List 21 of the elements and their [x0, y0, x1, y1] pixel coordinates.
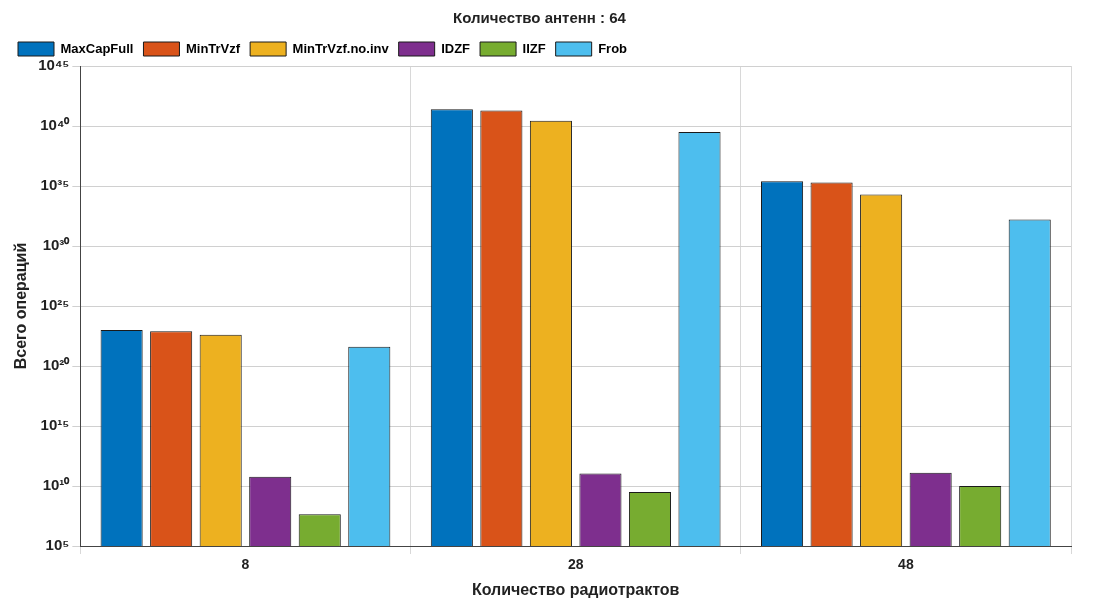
- x-tick-label: 28: [567, 556, 584, 573]
- y-tick-label: 10⁴⁰: [40, 116, 71, 134]
- y-tick-label: 10¹⁰: [42, 476, 71, 494]
- x-axis-title: Количество радиотрактов: [471, 580, 680, 598]
- y-tick-label: 10⁵: [45, 536, 70, 554]
- x-tick-label: 48: [898, 556, 914, 573]
- legend-label: IIZF: [522, 40, 546, 56]
- chart-title: Количество антенн : 64: [453, 9, 627, 27]
- legend-label: MaxCapFull: [60, 40, 134, 56]
- y-tick-label: 10³⁵: [40, 176, 70, 194]
- legend-label: MinTrVzf: [185, 40, 241, 56]
- legend-label: IDZF: [441, 40, 471, 56]
- y-axis-title: Всего операций: [12, 242, 30, 370]
- y-tick-label: 10²⁰: [42, 356, 71, 374]
- legend-label: Frob: [598, 40, 628, 56]
- x-tick-label: 8: [241, 556, 250, 573]
- y-tick-label: 10³⁰: [42, 236, 71, 254]
- y-tick-label: 10⁴⁵: [38, 56, 70, 74]
- y-tick-label: 10¹⁵: [40, 416, 70, 434]
- y-tick-label: 10²⁵: [40, 296, 70, 314]
- legend-label: MinTrVzf.no.inv: [292, 40, 390, 56]
